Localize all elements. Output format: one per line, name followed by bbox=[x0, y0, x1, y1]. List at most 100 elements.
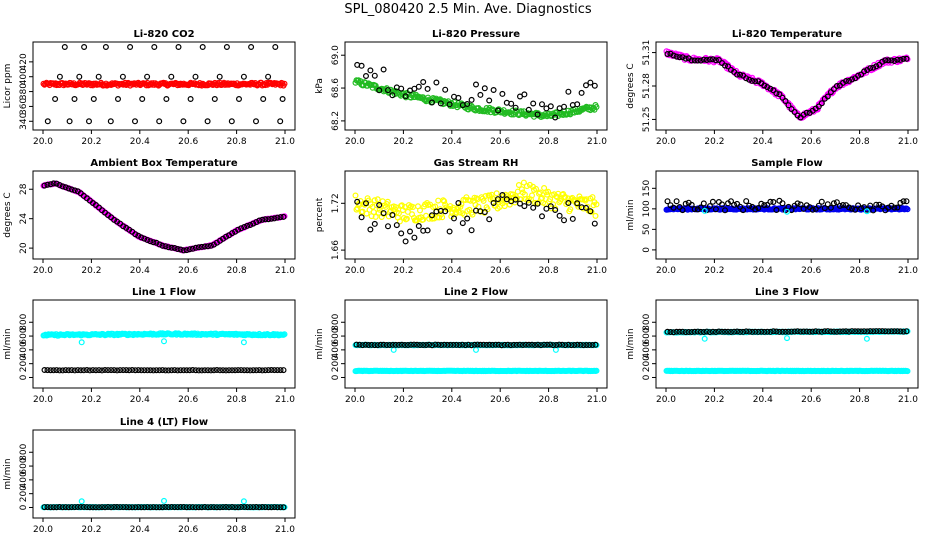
data-point bbox=[408, 341, 415, 348]
data-point bbox=[879, 328, 886, 335]
data-point bbox=[670, 52, 677, 59]
data-point bbox=[794, 200, 801, 207]
data-point bbox=[229, 504, 236, 511]
x-tick-label: 20.2 bbox=[81, 395, 101, 405]
data-point bbox=[132, 367, 139, 374]
data-point bbox=[560, 103, 567, 110]
data-point bbox=[755, 205, 762, 212]
data-point bbox=[532, 185, 539, 192]
data-point bbox=[365, 342, 372, 349]
data-point bbox=[855, 328, 862, 335]
data-point bbox=[737, 203, 744, 210]
y-tick-label: 200 bbox=[19, 485, 29, 502]
data-point bbox=[192, 73, 199, 80]
data-point bbox=[764, 201, 771, 208]
y-tick-label: 400 bbox=[19, 68, 29, 85]
data-point bbox=[746, 76, 753, 83]
data-point bbox=[129, 367, 136, 374]
x-tick-label: 20.6 bbox=[801, 266, 821, 276]
panel-title: Ambient Box Temperature bbox=[90, 158, 237, 169]
data-point bbox=[891, 57, 898, 64]
data-point bbox=[382, 203, 389, 210]
data-point bbox=[247, 367, 254, 374]
data-point bbox=[189, 504, 196, 511]
data-point bbox=[740, 207, 747, 214]
data-point bbox=[192, 504, 199, 511]
y-tick-label: 0 bbox=[19, 504, 29, 510]
data-point bbox=[876, 201, 883, 208]
data-point bbox=[141, 235, 148, 242]
data-point bbox=[782, 328, 789, 335]
y-axis-label: ml/min bbox=[315, 328, 325, 359]
data-point bbox=[186, 246, 193, 253]
data-point bbox=[417, 342, 424, 349]
x-tick-label: 20.0 bbox=[656, 395, 676, 405]
data-point bbox=[362, 341, 369, 348]
series-2 bbox=[78, 497, 247, 505]
data-point bbox=[547, 103, 554, 110]
data-point bbox=[165, 504, 172, 511]
data-point bbox=[483, 341, 490, 348]
data-point bbox=[62, 367, 69, 374]
data-point bbox=[114, 95, 121, 102]
series-2 bbox=[664, 197, 910, 214]
data-point bbox=[150, 367, 157, 374]
data-point bbox=[229, 230, 236, 237]
data-point bbox=[56, 73, 63, 80]
data-point bbox=[441, 198, 448, 205]
data-point bbox=[691, 57, 698, 64]
data-point bbox=[755, 328, 762, 335]
data-point bbox=[489, 341, 496, 348]
x-tick-label: 20.8 bbox=[850, 266, 870, 276]
data-point bbox=[518, 186, 525, 193]
y-tick-label: 0 bbox=[642, 247, 652, 253]
data-point bbox=[235, 367, 242, 374]
panel-title: Gas Stream RH bbox=[434, 158, 519, 169]
data-point bbox=[791, 328, 798, 335]
data-point bbox=[159, 367, 166, 374]
data-point bbox=[468, 227, 475, 234]
data-point bbox=[171, 367, 178, 374]
data-point bbox=[423, 212, 430, 219]
data-point bbox=[241, 504, 248, 511]
panel-3: Li-820 Temperature degrees C 20.0 20.2 20.4 2… bbox=[626, 29, 919, 147]
data-point bbox=[664, 198, 671, 205]
data-point bbox=[531, 342, 538, 349]
data-point bbox=[204, 118, 211, 125]
data-point bbox=[731, 328, 738, 335]
data-point bbox=[516, 341, 523, 348]
series-1 bbox=[352, 77, 600, 120]
data-point bbox=[721, 328, 728, 335]
data-point bbox=[358, 62, 365, 69]
data-point bbox=[461, 211, 468, 218]
data-point bbox=[827, 328, 834, 335]
data-point bbox=[383, 342, 390, 349]
data-point bbox=[370, 209, 377, 216]
data-point bbox=[201, 367, 208, 374]
data-point bbox=[180, 367, 187, 374]
data-point bbox=[384, 198, 391, 205]
data-point bbox=[180, 118, 187, 125]
data-point bbox=[277, 367, 284, 374]
data-point bbox=[534, 200, 541, 207]
data-point bbox=[363, 200, 370, 207]
x-tick-label: 20.8 bbox=[850, 395, 870, 405]
data-point bbox=[195, 504, 202, 511]
data-point bbox=[446, 228, 453, 235]
data-point bbox=[740, 328, 747, 335]
data-point bbox=[815, 103, 822, 110]
data-point bbox=[186, 504, 193, 511]
data-point bbox=[61, 43, 68, 50]
data-point bbox=[486, 216, 493, 223]
series-2 bbox=[44, 43, 286, 125]
data-point bbox=[701, 335, 708, 342]
data-point bbox=[565, 200, 572, 207]
data-point bbox=[544, 341, 551, 348]
data-point bbox=[50, 80, 57, 87]
x-tick-label: 20.6 bbox=[178, 266, 198, 276]
data-point bbox=[168, 367, 175, 374]
data-point bbox=[44, 367, 51, 374]
data-point bbox=[833, 82, 840, 89]
data-point bbox=[827, 89, 834, 96]
data-point bbox=[593, 201, 600, 208]
